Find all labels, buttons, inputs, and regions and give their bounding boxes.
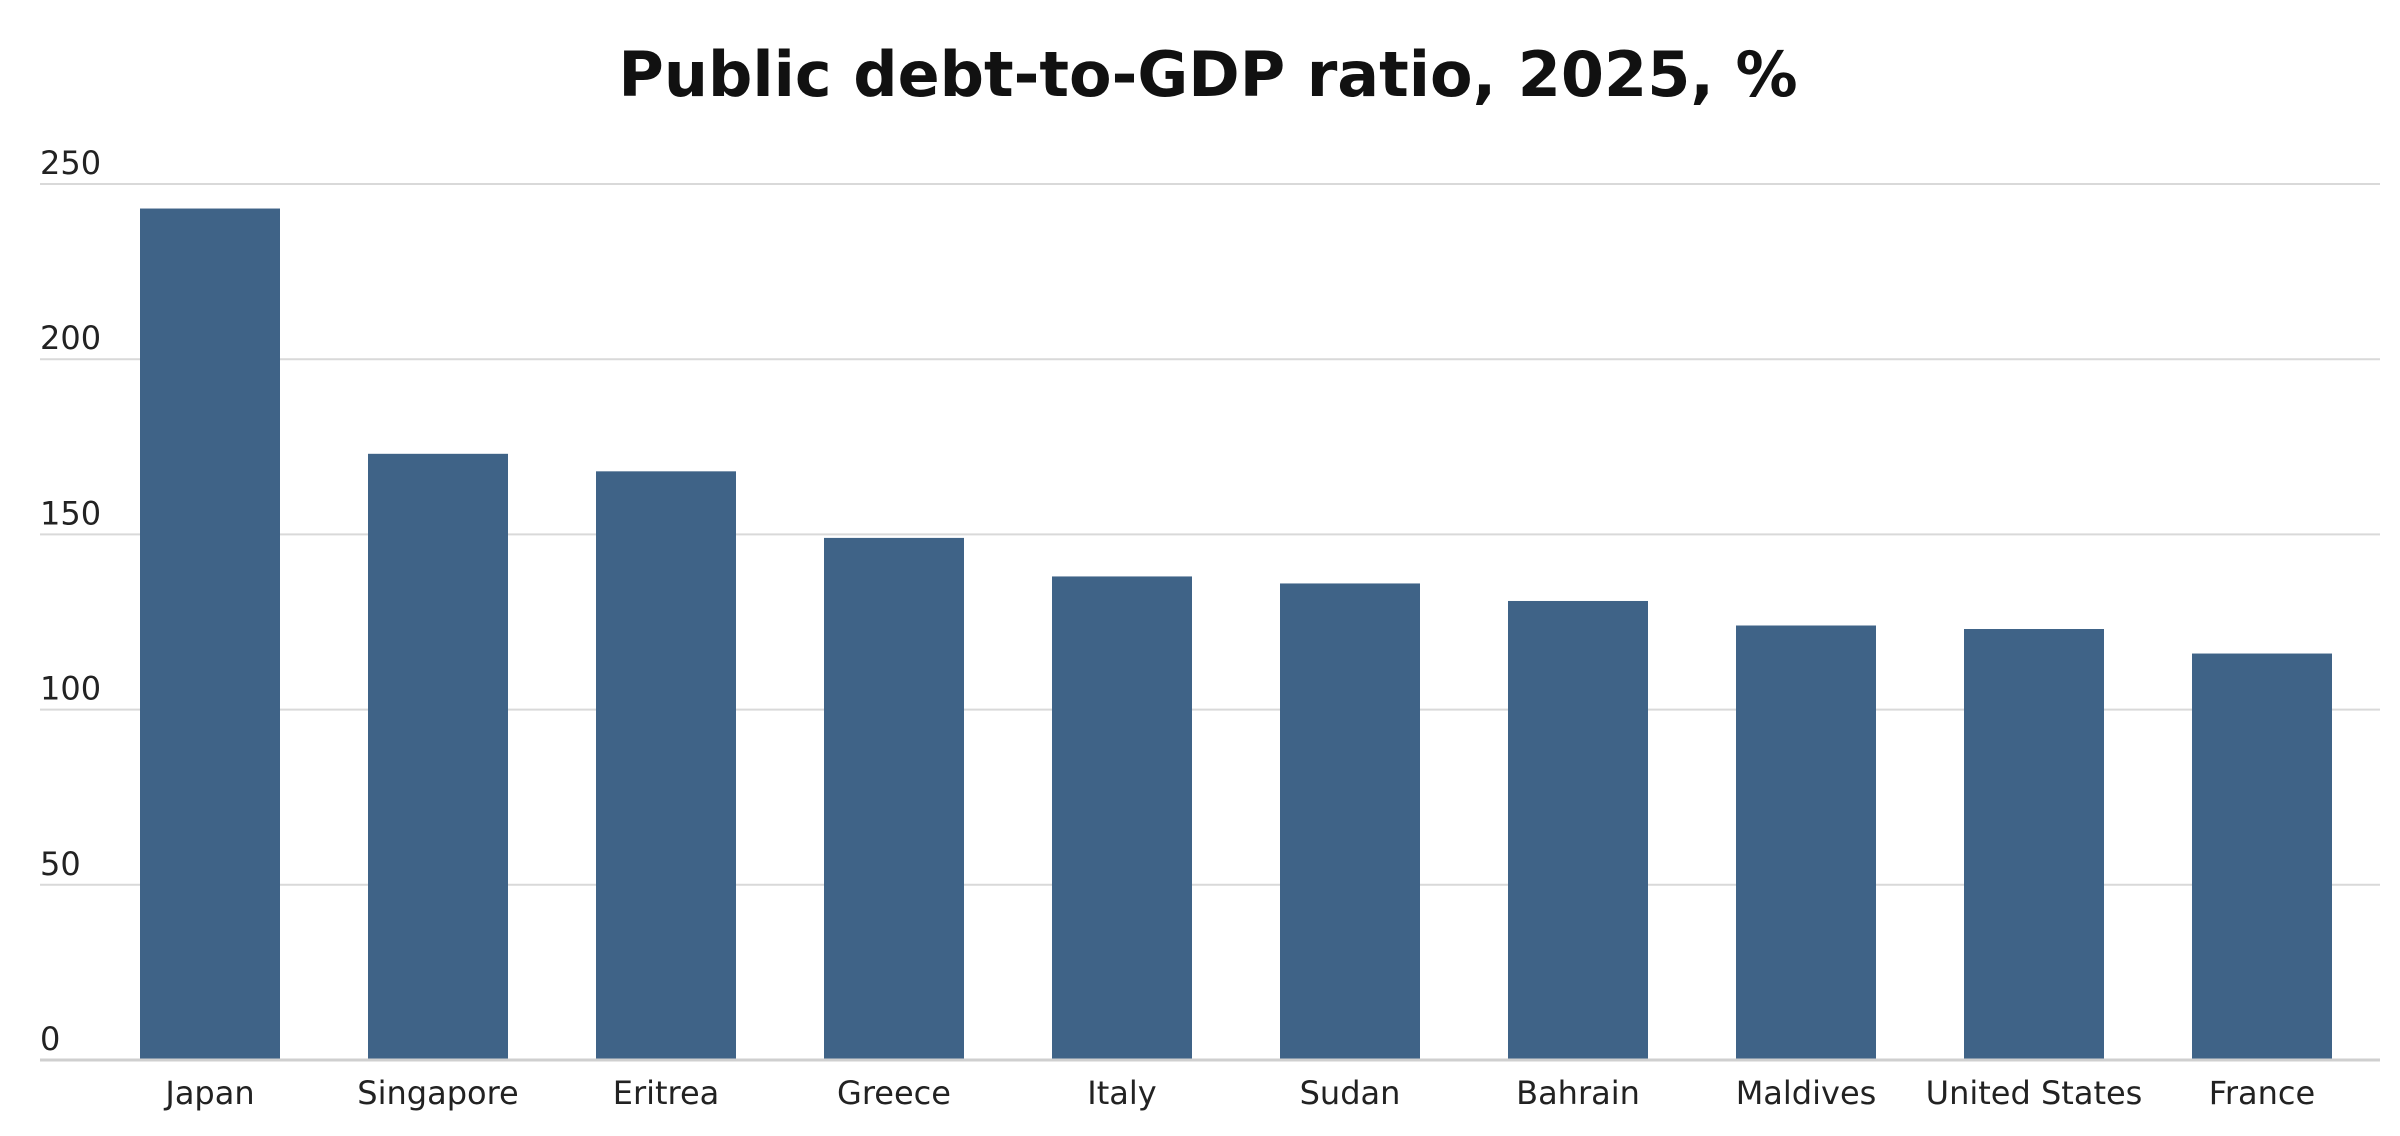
y-tick-label: 150: [40, 494, 101, 532]
x-category-label: Italy: [1087, 1074, 1156, 1112]
x-category-label: Eritrea: [613, 1074, 720, 1112]
y-tick-label: 50: [40, 845, 81, 883]
bar-bahrain: [1508, 600, 1648, 1060]
bar-italy: [1052, 576, 1192, 1060]
chart-title: Public debt-to-GDP ratio, 2025, %: [618, 38, 1797, 111]
bar-eritrea: [596, 471, 736, 1060]
bars: [140, 208, 2332, 1061]
y-tick-label: 200: [40, 319, 101, 357]
bar-sudan: [1280, 583, 1420, 1060]
x-axis-category-labels: Japan Singapore Eritrea Greece Italy Sudan Bah…: [163, 1074, 2315, 1112]
y-axis-tick-labels: 0 50 100 150 200 250: [40, 144, 101, 1058]
x-category-label: United States: [1926, 1074, 2143, 1112]
x-category-label: Maldives: [1736, 1074, 1877, 1112]
x-category-label: Sudan: [1300, 1074, 1401, 1112]
bar-japan: [140, 208, 280, 1060]
bar-france: [2192, 653, 2332, 1060]
y-tick-label: 0: [40, 1020, 60, 1058]
x-category-label: Japan: [163, 1074, 254, 1112]
bar-singapore: [368, 453, 508, 1061]
bar-greece: [824, 537, 964, 1060]
y-tick-label: 250: [40, 144, 101, 182]
x-category-label: France: [2209, 1074, 2315, 1112]
y-tick-label: 100: [40, 670, 101, 708]
x-category-label: Greece: [837, 1074, 951, 1112]
x-category-label: Bahrain: [1516, 1074, 1640, 1112]
x-category-label: Singapore: [357, 1074, 518, 1112]
bar-maldives: [1736, 625, 1876, 1060]
bar-united-states: [1964, 629, 2104, 1060]
